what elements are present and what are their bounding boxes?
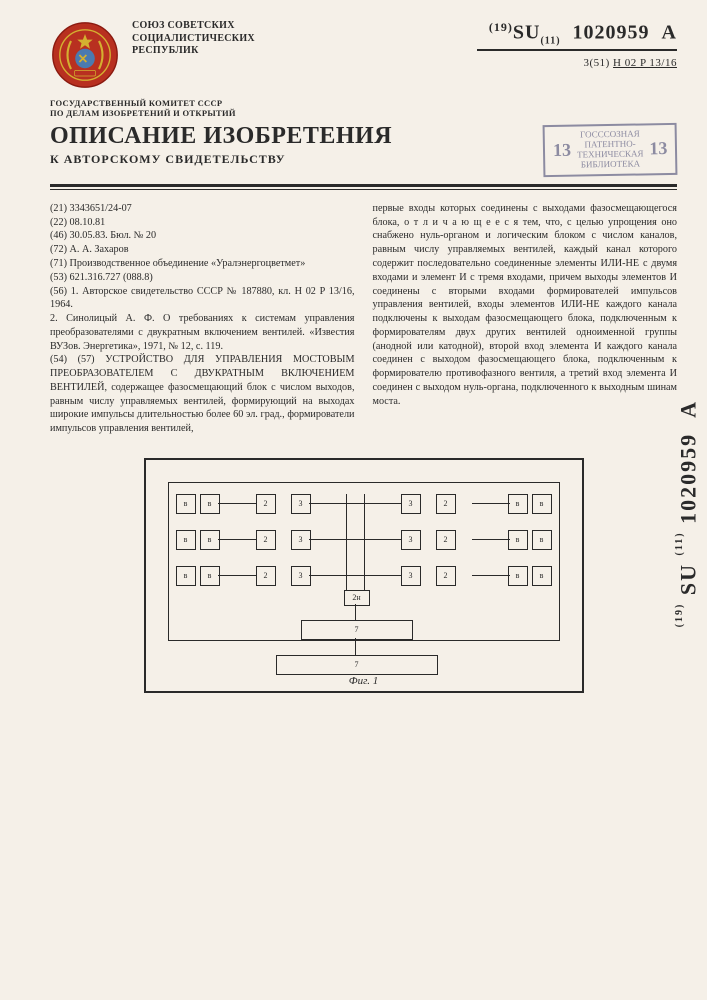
left-column: (21) 3343651/24-07 (22) 08.10.81 (46) 30…	[50, 202, 355, 436]
side-country: SU	[675, 563, 700, 595]
block-cm-3: 3	[401, 530, 421, 550]
wire	[472, 503, 510, 505]
block-cm-2: 3	[291, 530, 311, 550]
block-ct-1: 2	[256, 494, 276, 514]
wire	[309, 575, 401, 577]
block-tl-1: в	[176, 494, 196, 514]
wire	[472, 575, 510, 577]
body-columns: (21) 3343651/24-07 (22) 08.10.81 (46) 30…	[50, 202, 677, 436]
block-bl-2: в	[200, 566, 220, 586]
block-cb-4: 2	[436, 566, 456, 586]
block-center-small: 2н	[344, 590, 370, 606]
wire	[472, 539, 510, 541]
wire	[218, 539, 256, 541]
subtitle: К АВТОРСКОМУ СВИДЕТЕЛЬСТВУ	[50, 152, 535, 167]
side-prefix: (19)	[674, 603, 685, 628]
prefix-11: (11)	[540, 36, 560, 47]
block-tr-1: в	[532, 494, 552, 514]
stamp-right-num: 13	[649, 139, 667, 160]
wire	[218, 503, 256, 505]
block-mr-2: в	[508, 530, 528, 550]
doc-kind: A	[662, 22, 677, 44]
prefix-19: (19)	[489, 20, 513, 34]
block-cb-3: 3	[401, 566, 421, 586]
union-label: СОЮЗ СОВЕТСКИХ СОЦИАЛИСТИЧЕСКИХ РЕСПУБЛИ…	[132, 20, 465, 58]
wire	[309, 503, 401, 505]
block-cb-1: 2	[256, 566, 276, 586]
block-br-1: в	[532, 566, 552, 586]
block-ct-2: 3	[291, 494, 311, 514]
block-bl-1: в	[176, 566, 196, 586]
side-eleven: (11)	[674, 531, 685, 555]
doc-number-block: (19)SU(11) 1020959 A 3(51) H 02 P 13/16	[477, 20, 677, 69]
doc-number: 1020959	[573, 22, 650, 44]
header-row: СОЮЗ СОВЕТСКИХ СОЦИАЛИСТИЧЕСКИХ РЕСПУБЛИ…	[50, 20, 677, 90]
wire	[346, 494, 348, 590]
block-ct-3: 3	[401, 494, 421, 514]
right-column: первые входы которых соединены с выходам…	[373, 202, 678, 436]
block-br-2: в	[508, 566, 528, 586]
block-ct-4: 2	[436, 494, 456, 514]
right-col-text: первые входы которых соединены с выходам…	[373, 202, 678, 408]
block-cm-1: 2	[256, 530, 276, 550]
library-stamp: 13 ГОСССОЗНАЯ ПАТЕНТНО- ТЕХНИЧЕСКАЯ БИБЛ…	[542, 123, 677, 177]
figure-label: Фиг. 1	[349, 675, 379, 687]
block-ml-1: в	[176, 530, 196, 550]
rule-thick	[50, 184, 677, 187]
block-cm-4: 2	[436, 530, 456, 550]
wire	[309, 539, 401, 541]
block-bottom-small: 7	[276, 655, 438, 675]
stamp-text: ГОСССОЗНАЯ ПАТЕНТНО- ТЕХНИЧЕСКАЯ БИБЛИОТ…	[576, 130, 643, 171]
ipc-code: H 02 P 13/16	[613, 57, 677, 69]
block-cb-2: 3	[291, 566, 311, 586]
side-number: 1020959	[675, 433, 700, 524]
rule-thin	[50, 189, 677, 190]
ipc-prefix: 3(51)	[583, 57, 609, 69]
main-title: ОПИСАНИЕ ИЗОБРЕТЕНИЯ	[50, 124, 535, 148]
block-bottom-wide: 7	[301, 620, 413, 640]
committee-label: ГОСУДАРСТВЕННЫЙ КОМИТЕТ СССР ПО ДЕЛАМ ИЗ…	[50, 98, 270, 118]
wire	[218, 575, 256, 577]
block-mr-1: в	[532, 530, 552, 550]
ussr-emblem-icon	[50, 20, 120, 90]
wire	[364, 494, 366, 590]
stamp-left-num: 13	[552, 140, 570, 161]
block-ml-2: в	[200, 530, 220, 550]
figure-frame: в в в в в в в в в в в в 2 3 3 2 2 3 3 2 …	[144, 458, 584, 693]
block-tl-2: в	[200, 494, 220, 514]
title-row: ОПИСАНИЕ ИЗОБРЕТЕНИЯ К АВТОРСКОМУ СВИДЕТ…	[50, 124, 677, 176]
figure-1: в в в в в в в в в в в в 2 3 3 2 2 3 3 2 …	[50, 458, 677, 693]
country-code: SU	[513, 22, 541, 44]
side-kind: A	[675, 400, 700, 418]
patent-page: СОЮЗ СОВЕТСКИХ СОЦИАЛИСТИЧЕСКИХ РЕСПУБЛИ…	[0, 0, 707, 1000]
side-doc-number: (19) SU (11) 1020959 A	[674, 400, 701, 627]
block-tr-2: в	[508, 494, 528, 514]
wire	[355, 638, 357, 655]
wire	[355, 604, 357, 620]
left-col-text: (21) 3343651/24-07 (22) 08.10.81 (46) 30…	[50, 202, 355, 436]
